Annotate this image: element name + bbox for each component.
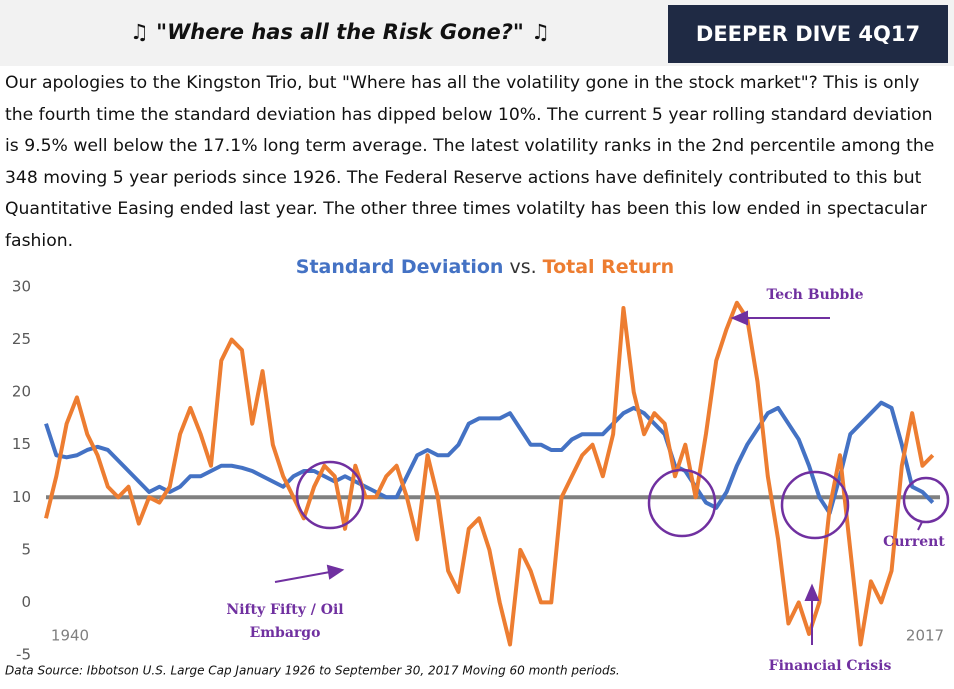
highlight-circles [295, 460, 950, 540]
annotation: Financial Crisis [769, 658, 892, 674]
body-line: Our apologies to the Kingston Trio, but … [5, 73, 920, 93]
annotation: Nifty Fifty / Oil [226, 602, 343, 618]
y-tick-label: 15 [12, 435, 31, 453]
circle [902, 476, 950, 524]
y-tick-label: 25 [12, 330, 31, 348]
header-title: ♫ "Where has all the Risk Gone?" ♫ [130, 20, 550, 44]
x-corner-label: 1940 [51, 627, 89, 645]
circle [780, 470, 850, 540]
plot: -5 0 5 10 15 20 25 30 [12, 278, 940, 664]
circle [295, 460, 365, 530]
y-tick-label: 10 [12, 488, 31, 506]
header: ♫ "Where has all the Risk Gone?" ♫ DEEPE… [0, 0, 954, 66]
arrow [917, 521, 923, 531]
arrow-head [730, 310, 748, 326]
body-line: the fourth time the standard deviation h… [5, 104, 933, 125]
annotation: Embargo [250, 625, 321, 641]
title-part: Total Return [543, 256, 675, 278]
body-line: fashion. [5, 230, 74, 251]
chart-title: Standard Deviation vs. Total Return [296, 256, 674, 278]
series-line [44, 400, 935, 516]
arrow [274, 571, 331, 583]
arrow-head [326, 564, 345, 580]
series-line [44, 300, 935, 647]
body-text: Our apologies to the Kingston Trio, but … [5, 68, 934, 257]
annotation: Tech Bubble [766, 287, 863, 303]
body-line: Quantitative Easing ended last year. The… [5, 199, 927, 219]
y-tick-label: 20 [12, 383, 31, 401]
body-line: 348 moving 5 year periods since 1926. Th… [5, 167, 922, 188]
circle [647, 468, 717, 538]
y-tick-label: 0 [21, 593, 31, 611]
annotation: Current [883, 534, 945, 550]
y-tick-label: 5 [21, 540, 31, 558]
title-part: vs. [509, 256, 536, 278]
arrows [274, 310, 923, 645]
y-tick-label: 30 [12, 278, 31, 296]
y-tick-label: -5 [16, 646, 31, 664]
title-part: Standard Deviation [296, 256, 504, 278]
x-corner-label: 2017 [906, 627, 944, 645]
source: Data Source: Ibbotson U.S. Large Cap Jan… [5, 664, 620, 678]
body-line: is 9.5% well below the 17.1% long term a… [5, 136, 935, 156]
arrow-head [804, 583, 820, 601]
badge: DEEPER DIVE 4Q17 [668, 5, 948, 63]
